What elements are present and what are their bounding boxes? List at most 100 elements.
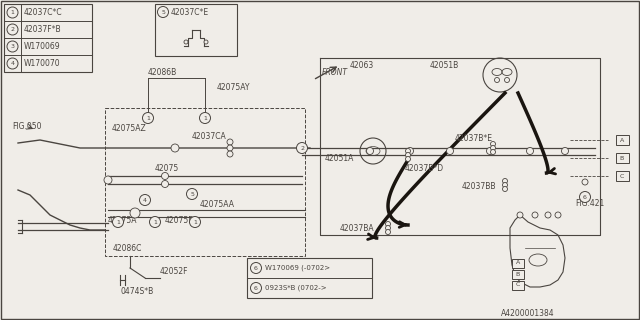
Circle shape [186,188,198,199]
Circle shape [171,144,179,152]
Bar [105,108,305,256]
Circle shape [227,151,233,157]
Circle shape [502,187,508,191]
Circle shape [161,172,168,180]
Text: 4: 4 [143,197,147,203]
Text: 42037B*D: 42037B*D [405,164,444,172]
Circle shape [490,146,495,150]
Circle shape [189,217,200,228]
Bar [4,4,92,72]
Text: 2: 2 [10,27,15,32]
Circle shape [517,212,523,218]
Text: 42075A: 42075A [108,215,138,225]
Circle shape [113,217,124,228]
Text: W170069 (-0702>: W170069 (-0702> [265,265,330,271]
Circle shape [545,212,551,218]
Circle shape [406,148,413,155]
Text: W170069: W170069 [24,42,61,51]
Text: A4200001384: A4200001384 [501,308,555,317]
Bar [512,259,524,268]
Text: 1: 1 [153,220,157,225]
Text: 0923S*B (0702->: 0923S*B (0702-> [265,285,326,291]
Text: FIG.421: FIG.421 [575,198,604,207]
Circle shape [150,217,161,228]
Circle shape [502,179,508,183]
Circle shape [561,148,568,155]
Text: 42037F*B: 42037F*B [24,25,61,34]
Text: 0474S*B: 0474S*B [120,287,153,297]
Circle shape [555,212,561,218]
Circle shape [200,113,211,124]
Circle shape [184,40,188,44]
Bar [616,135,628,145]
Circle shape [204,40,208,44]
Text: 42037C*E: 42037C*E [171,7,209,17]
Circle shape [579,191,591,203]
Text: 42037B*E: 42037B*E [455,133,493,142]
Text: 42037CA: 42037CA [192,132,227,140]
Text: A: A [516,260,520,266]
Circle shape [367,148,374,155]
Text: 42075AZ: 42075AZ [112,124,147,132]
Text: 4: 4 [10,61,15,66]
Circle shape [385,229,390,235]
Text: 1: 1 [116,220,120,225]
Circle shape [227,145,233,151]
Circle shape [490,149,495,155]
Circle shape [7,58,18,69]
Text: 42051A: 42051A [325,154,355,163]
Circle shape [296,142,307,154]
Circle shape [406,156,410,162]
Text: 42037BA: 42037BA [340,223,374,233]
Circle shape [490,141,495,147]
Circle shape [385,226,390,230]
Circle shape [483,58,517,92]
Text: 6: 6 [254,266,258,270]
Text: 42052F: 42052F [160,268,189,276]
Text: B: B [516,271,520,276]
Bar [616,171,628,181]
Circle shape [385,221,390,227]
Circle shape [7,41,18,52]
Text: 42075AA: 42075AA [200,199,235,209]
Text: FRONT: FRONT [322,68,348,76]
Circle shape [7,7,18,18]
Text: 6: 6 [583,195,587,199]
Circle shape [486,148,493,155]
Text: 2: 2 [300,146,304,150]
Circle shape [104,176,112,184]
Circle shape [7,24,18,35]
Text: 42075AY: 42075AY [217,83,250,92]
Text: 42063: 42063 [350,60,374,69]
Text: 1: 1 [193,220,197,225]
Bar [155,4,237,56]
Circle shape [502,182,508,188]
Text: 42037BB: 42037BB [462,181,497,190]
Text: A: A [620,138,624,142]
Text: W170070: W170070 [24,59,61,68]
Text: 42051B: 42051B [430,60,460,69]
Circle shape [161,180,168,188]
Text: 5: 5 [190,191,194,196]
Bar [512,281,524,290]
Text: C: C [620,173,624,179]
Text: 42075D: 42075D [165,215,195,225]
Circle shape [495,77,499,83]
Circle shape [532,212,538,218]
Text: 42086B: 42086B [148,68,177,76]
Circle shape [406,153,410,157]
Text: C: C [516,283,520,287]
Text: 42037C*C: 42037C*C [24,8,63,17]
Circle shape [447,148,454,155]
Text: 3: 3 [10,44,15,49]
Text: 5: 5 [161,10,165,14]
Text: B: B [620,156,624,161]
Text: FIG.050: FIG.050 [12,122,42,131]
Text: 6: 6 [254,285,258,291]
Circle shape [504,77,509,83]
Circle shape [250,283,262,293]
Circle shape [143,113,154,124]
Text: 42075: 42075 [155,164,179,172]
Circle shape [157,6,168,18]
Circle shape [250,262,262,274]
